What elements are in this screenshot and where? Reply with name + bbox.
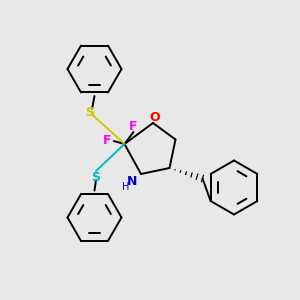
Text: O: O [150,111,160,124]
Text: S: S [91,171,100,184]
Text: F: F [103,134,111,148]
Text: S: S [85,106,94,119]
Text: F: F [129,120,138,133]
Text: H: H [122,182,130,192]
Text: N: N [127,175,137,188]
